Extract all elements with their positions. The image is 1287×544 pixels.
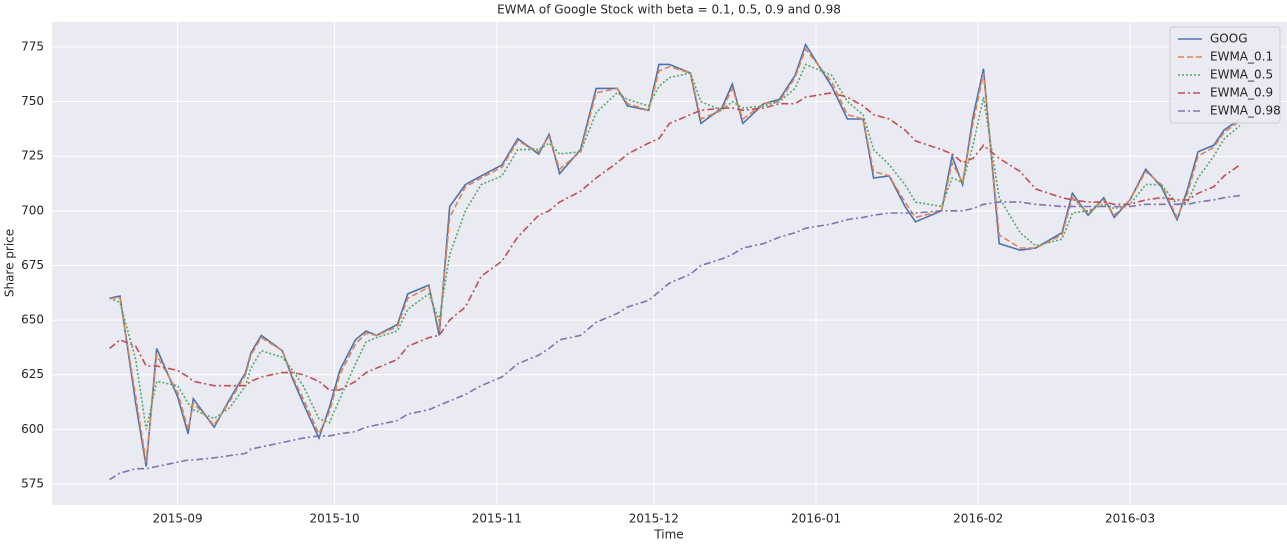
- legend-label: EWMA_0.5: [1210, 68, 1273, 82]
- legend-label: EWMA_0.98: [1210, 104, 1281, 118]
- y-tick-label: 650: [21, 313, 44, 327]
- x-tick-label: 2016-01: [791, 512, 841, 526]
- x-tick-label: 2015-12: [629, 512, 679, 526]
- legend-label: GOOG: [1210, 32, 1248, 46]
- line-series: [109, 91, 1241, 391]
- legend-label: EWMA_0.9: [1210, 86, 1273, 100]
- y-axis-label: Share price: [3, 229, 17, 297]
- chart-title: EWMA of Google Stock with beta = 0.1, 0.…: [497, 3, 841, 17]
- plot-area: [52, 22, 1287, 505]
- x-tick-label: 2016-03: [1105, 512, 1155, 526]
- y-tick-label: 775: [21, 39, 44, 53]
- y-tick-label: 600: [21, 422, 44, 436]
- y-tick-label: 625: [21, 367, 44, 381]
- y-tick-label: 725: [21, 149, 44, 163]
- legend: GOOG EWMA_0.1 EWMA_0.5 EWMA_0.9 EWMA_0.98: [1169, 26, 1281, 124]
- y-tick-label: 700: [21, 203, 44, 217]
- y-tick-label: 750: [21, 94, 44, 108]
- legend-box: [1169, 26, 1281, 124]
- y-tick-label: 675: [21, 258, 44, 272]
- x-tick-label: 2015-10: [310, 512, 360, 526]
- y-tick-label: 575: [21, 477, 44, 491]
- legend-label: EWMA_0.1: [1210, 50, 1273, 64]
- line-series: [109, 194, 1241, 481]
- line-series: [109, 47, 1241, 463]
- x-axis-label: Time: [653, 528, 683, 542]
- x-tick-label: 2015-11: [472, 512, 522, 526]
- x-tick-label: 2016-02: [953, 512, 1003, 526]
- line-series: [109, 63, 1241, 430]
- x-tick-label: 2015-09: [153, 512, 203, 526]
